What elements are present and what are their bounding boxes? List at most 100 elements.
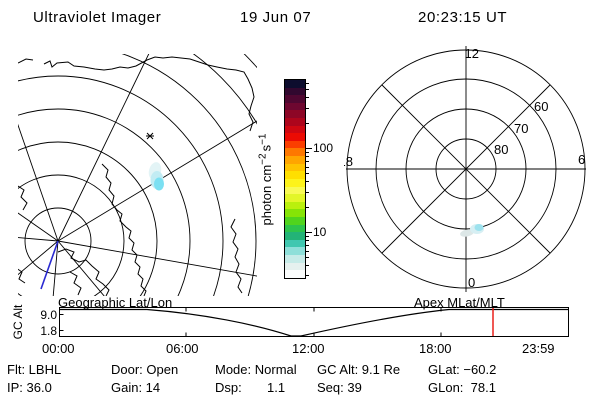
latitude-circles <box>18 54 257 296</box>
colorbar-tick-mark <box>306 251 309 252</box>
status-gain: Gain: 14 <box>111 380 161 395</box>
ytick-1-8: 1.8 <box>40 324 57 338</box>
colorbar-band <box>285 270 305 278</box>
unit-prefix: photon cm <box>258 164 274 226</box>
apex-polar-plot: 12 18 6 0 60 70 80 <box>344 46 586 292</box>
status-dsp: Dsp: 1.1 <box>215 380 286 395</box>
colorbar-tick-100: 100 <box>313 141 334 155</box>
colorbar-tick-mark <box>306 167 309 168</box>
unit-mid: s <box>258 144 274 152</box>
mlt-label-12: 12 <box>465 46 479 61</box>
auroral-emission-geo <box>148 162 164 191</box>
mlat-label-80: 80 <box>494 142 508 157</box>
title-date: 19 Jun 07 <box>240 9 312 26</box>
colorbar-band <box>285 133 305 141</box>
colorbar-tick-mark <box>306 83 309 84</box>
unit-exp-2: −1 <box>257 133 269 145</box>
status-mode: Mode: Normal <box>215 362 297 377</box>
colorbar-band <box>285 110 305 119</box>
colorbar-band <box>285 140 305 149</box>
status-door: Door: Open <box>111 362 179 377</box>
footprint-marker <box>146 132 154 140</box>
emission-tail <box>460 229 474 237</box>
colorbar-ticks <box>306 79 314 278</box>
colorbar-band <box>285 95 305 103</box>
mlat-label-70: 70 <box>514 121 528 136</box>
orbit-track-line <box>40 240 59 290</box>
colorbar-band <box>285 163 305 172</box>
colorbar <box>284 79 306 279</box>
gc-alt-axis-label: GC Alt <box>11 304 25 340</box>
colorbar-tick-mark <box>306 148 312 149</box>
gc-alt-plot <box>59 307 569 337</box>
mlt-label-0: 0 <box>468 275 475 290</box>
colorbar-band <box>285 255 305 263</box>
colorbar-band <box>285 80 305 88</box>
meridian-lines <box>18 54 257 296</box>
coastlines <box>18 56 255 296</box>
geographic-map <box>18 54 257 296</box>
status-glat: GLat: −60.2 <box>428 362 497 377</box>
mlt-label-18: 18 <box>344 154 353 169</box>
status-seq: Seq: 39 <box>317 380 362 395</box>
xtick-2359: 23:59 <box>522 341 555 356</box>
colorbar-tick-mark <box>306 181 309 182</box>
colorbar-tick-mark <box>306 123 309 124</box>
colorbar-band <box>285 171 305 179</box>
mlt-spokes <box>346 46 586 292</box>
axis-ticks <box>59 307 442 337</box>
xtick-0600: 06:00 <box>166 341 199 356</box>
ytick-9: 9.0 <box>40 308 57 322</box>
title-time: 20:23:15 UT <box>418 9 508 26</box>
gc-alt-curve <box>59 308 569 337</box>
colorbar-band <box>285 102 305 111</box>
colorbar-band <box>285 209 305 217</box>
colorbar-tick-mark <box>306 89 309 90</box>
geo-caption: Geographic Lat/Lon <box>58 295 173 310</box>
status-ip: IP: 36.0 <box>7 380 52 395</box>
title-instrument: Ultraviolet Imager <box>33 9 162 26</box>
colorbar-band <box>285 216 305 225</box>
mlt-label-6: 6 <box>578 152 585 167</box>
apex-caption: Apex MLat/MLT <box>414 295 505 310</box>
xtick-1200: 12:00 <box>292 341 325 356</box>
colorbar-tick-mark <box>306 257 309 258</box>
plot-frame <box>59 307 569 337</box>
colorbar-tick-mark <box>306 108 309 109</box>
colorbar-tick-mark <box>306 265 309 266</box>
colorbar-tick-mark <box>306 192 309 193</box>
colorbar-tick-mark <box>306 275 309 276</box>
colorbar-band <box>285 224 305 233</box>
status-glon: GLon: 78.1 <box>428 380 496 395</box>
colorbar-band <box>285 148 305 157</box>
unit-exp-1: −2 <box>257 153 269 165</box>
colorbar-tick-mark <box>306 152 309 153</box>
colorbar-tick-mark <box>306 161 309 162</box>
colorbar-tick-mark <box>306 232 312 233</box>
status-flt: Flt: LBHL <box>7 362 62 377</box>
emission-core <box>154 177 164 191</box>
xtick-0000: 00:00 <box>42 341 75 356</box>
colorbar-band <box>285 247 305 256</box>
colorbar-tick-10: 10 <box>313 225 327 239</box>
colorbar-band <box>285 186 305 195</box>
emission-core <box>474 224 484 231</box>
status-gcalt: GC Alt: 9.1 Re <box>317 362 401 377</box>
colorbar-band <box>285 125 305 134</box>
colorbar-band <box>285 232 305 240</box>
colorbar-band <box>285 156 305 164</box>
mlat-label-60: 60 <box>534 99 548 114</box>
colorbar-tick-mark <box>306 207 309 208</box>
colorbar-band <box>285 239 305 248</box>
colorbar-band <box>285 194 305 202</box>
colorbar-band <box>285 262 305 271</box>
colorbar-tick-mark <box>306 236 309 237</box>
colorbar-tick-mark <box>306 156 309 157</box>
auroral-emission-apex <box>460 224 484 237</box>
colorbar-tick-mark <box>306 173 309 174</box>
colorbar-band <box>285 118 305 126</box>
colorbar-tick-mark <box>306 97 309 98</box>
colorbar-unit-label: photon cm−2s−1 <box>258 110 275 250</box>
colorbar-tick-mark <box>306 245 309 246</box>
